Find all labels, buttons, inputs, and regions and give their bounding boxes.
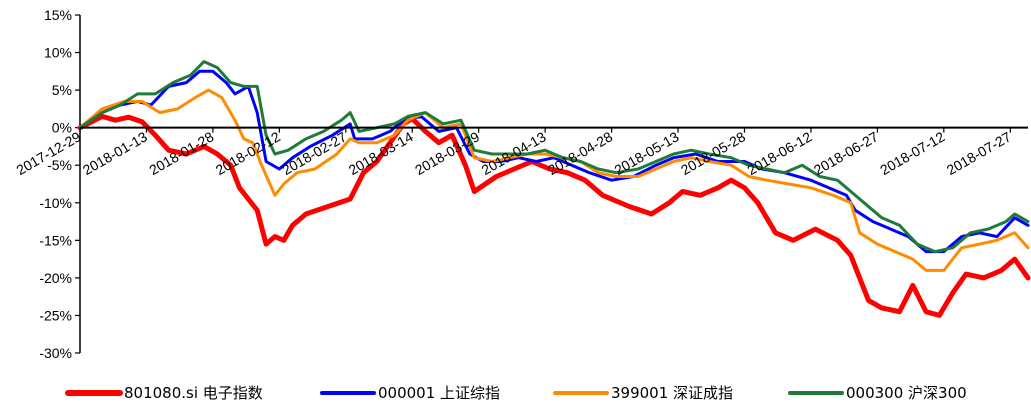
x-axis: 2017-12-292018-01-132018-01-282018-02-12…	[13, 126, 1028, 178]
series-layer	[77, 60, 1031, 318]
legend-label-2: 399001 深证成指	[611, 384, 733, 402]
series-line-2	[78, 88, 1030, 272]
x-tick-label: 2018-07-27	[944, 128, 1014, 178]
x-tick-label: 2018-06-27	[811, 128, 881, 178]
series-line-1	[78, 69, 1030, 254]
legend: 801080.si 电子指数 000001 上证综指 399001 深证成指 0003…	[65, 384, 967, 402]
legend-label-1: 000001 上证综指	[378, 384, 500, 402]
legend-label-0: 801080.si 电子指数	[124, 384, 263, 402]
y-tick-label: -15%	[39, 232, 72, 248]
y-tick-label: -20%	[39, 270, 72, 286]
series-line-3	[78, 60, 1030, 254]
legend-label-3: 000300 沪深300	[846, 384, 967, 402]
y-tick-label: -10%	[39, 195, 72, 211]
y-tick-label: -5%	[47, 157, 72, 173]
y-tick-label: -25%	[39, 307, 72, 323]
y-axis: 15% 10% 5% 0% -5% -10% -15% -20% -25% -30%	[39, 7, 81, 361]
y-tick-label: -30%	[39, 345, 72, 361]
y-tick-label: 15%	[44, 7, 72, 23]
x-tick-label: 2018-07-12	[877, 128, 947, 178]
series-line-0	[77, 113, 1031, 318]
x-tick-label: 2018-01-13	[80, 128, 150, 178]
x-tick-label: 2018-02-12	[213, 128, 283, 178]
y-tick-label: 0%	[52, 120, 72, 136]
y-tick-label: 5%	[52, 82, 72, 98]
y-tick-label: 10%	[44, 45, 72, 61]
